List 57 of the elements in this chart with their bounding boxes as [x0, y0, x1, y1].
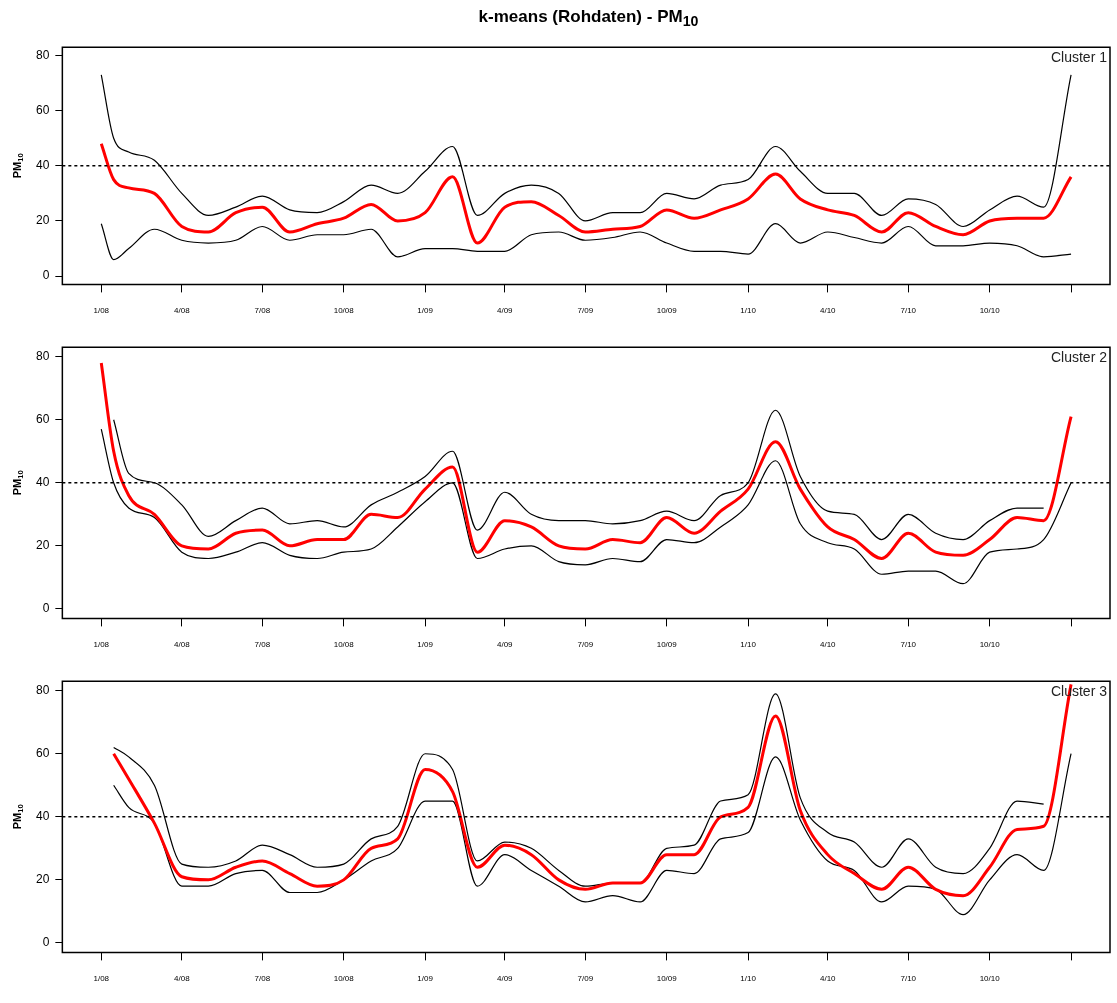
x-tick-label: 1/10 — [740, 306, 757, 316]
x-tick-label: 10/08 — [333, 640, 355, 650]
x-tick-label: 1/08 — [93, 640, 110, 650]
annotation: Cluster 2 — [1050, 349, 1108, 366]
y-tick-label: 0 — [42, 268, 50, 283]
x-tick-label: 7/08 — [254, 306, 271, 316]
y-tick-label: 60 — [35, 746, 50, 761]
line-series — [100, 223, 1072, 261]
x-tick-label: 4/08 — [174, 974, 191, 984]
y-tick-label: 0 — [42, 601, 50, 616]
y-tick-label: 20 — [35, 538, 50, 553]
x-tick-label: 1/10 — [740, 640, 757, 650]
x-tick-label: 1/09 — [417, 306, 434, 316]
x-tick-label: 1/09 — [417, 640, 434, 650]
x-tick-label: 4/10 — [819, 306, 837, 316]
x-tick-label: 10/09 — [656, 974, 678, 984]
y-tick-label: 0 — [42, 935, 50, 950]
x-tick-label: 7/09 — [577, 640, 594, 650]
x-tick-label: 10/10 — [979, 640, 1001, 650]
x-tick-label: 1/08 — [93, 306, 110, 316]
x-tick-label: 10/10 — [979, 306, 1001, 316]
y-tick-label: 40 — [35, 158, 50, 173]
y-tick-label: 80 — [35, 348, 50, 363]
x-tick-label: 10/09 — [656, 306, 678, 316]
x-tick-label: 4/10 — [819, 640, 837, 650]
x-tick-label: 10/08 — [333, 974, 355, 984]
x-tick-label: 1/08 — [93, 974, 110, 984]
x-tick-label: 4/09 — [496, 306, 514, 316]
x-tick-label: 4/10 — [819, 974, 837, 984]
line-series — [99, 361, 1073, 560]
y-tick-label: 60 — [35, 102, 50, 117]
x-tick-label: 7/10 — [900, 974, 917, 984]
x-tick-label: 4/09 — [496, 974, 514, 984]
x-tick-label: 7/10 — [900, 640, 917, 650]
x-tick-label: 4/09 — [496, 640, 514, 650]
line-series — [99, 142, 1073, 245]
x-tick-label: 7/08 — [254, 640, 271, 650]
y-tick-label: 40 — [35, 475, 50, 490]
x-tick-label: 1/10 — [740, 974, 757, 984]
annotation: Cluster 1 — [1050, 49, 1108, 66]
x-tick-label: 10/10 — [979, 974, 1001, 984]
y-tick-label: 80 — [35, 47, 50, 62]
x-tick-label: 10/08 — [333, 306, 355, 316]
x-tick-label: 7/09 — [577, 974, 594, 984]
x-tick-label: 7/10 — [900, 306, 917, 316]
y-tick-label: 80 — [35, 682, 50, 697]
x-tick-label: 4/08 — [174, 306, 191, 316]
y-tick-label: 20 — [35, 872, 50, 887]
chart-title: k-means (Rohdaten) - PM$_{10}$ — [477, 6, 700, 32]
y-tick-label: 40 — [35, 809, 50, 824]
y-tick-label: 60 — [35, 412, 50, 427]
x-tick-label: 1/09 — [417, 974, 434, 984]
x-tick-label: 10/09 — [656, 640, 678, 650]
x-tick-label: 7/08 — [254, 974, 271, 984]
y-tick-label: 20 — [35, 213, 50, 228]
x-tick-label: 7/09 — [577, 306, 594, 316]
x-tick-label: 4/08 — [174, 640, 191, 650]
